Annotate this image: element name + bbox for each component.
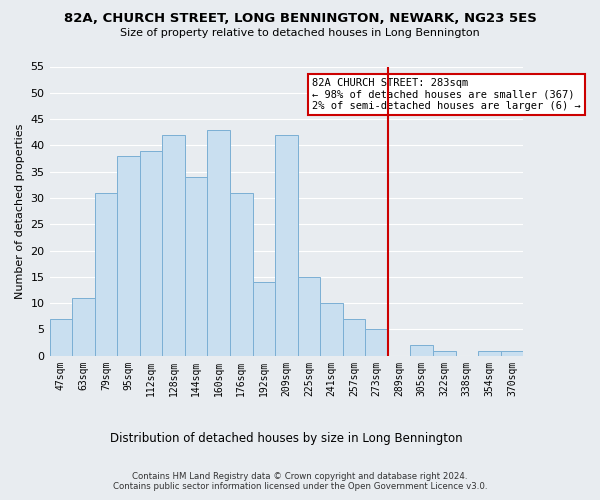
Bar — [72, 298, 95, 356]
Bar — [95, 192, 117, 356]
Bar — [230, 192, 253, 356]
Text: 82A CHURCH STREET: 283sqm
← 98% of detached houses are smaller (367)
2% of semi-: 82A CHURCH STREET: 283sqm ← 98% of detac… — [313, 78, 581, 112]
Text: Contains HM Land Registry data © Crown copyright and database right 2024.
Contai: Contains HM Land Registry data © Crown c… — [113, 472, 487, 491]
Bar — [478, 350, 500, 356]
Y-axis label: Number of detached properties: Number of detached properties — [15, 124, 25, 299]
Bar — [163, 135, 185, 356]
Bar — [208, 130, 230, 356]
Bar — [320, 303, 343, 356]
Bar — [343, 319, 365, 356]
Bar — [410, 346, 433, 356]
Text: Size of property relative to detached houses in Long Bennington: Size of property relative to detached ho… — [120, 28, 480, 38]
Bar — [253, 282, 275, 356]
Bar — [365, 330, 388, 356]
Bar — [298, 277, 320, 356]
X-axis label: Distribution of detached houses by size in Long Bennington: Distribution of detached houses by size … — [110, 432, 463, 445]
Bar — [140, 150, 163, 356]
Bar — [117, 156, 140, 356]
Bar — [185, 177, 208, 356]
Bar — [433, 350, 455, 356]
Bar — [275, 135, 298, 356]
Text: 82A, CHURCH STREET, LONG BENNINGTON, NEWARK, NG23 5ES: 82A, CHURCH STREET, LONG BENNINGTON, NEW… — [64, 12, 536, 26]
Bar — [50, 319, 72, 356]
Bar — [500, 350, 523, 356]
